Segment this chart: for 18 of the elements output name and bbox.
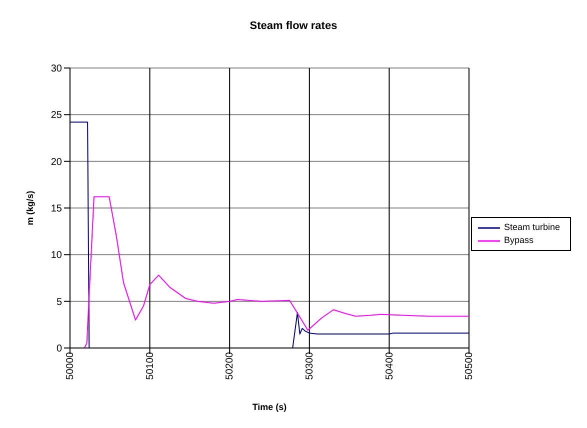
x-tick-label: 50300 [304,352,316,380]
x-tick-label: 50400 [384,352,396,380]
legend-label: Steam turbine [504,221,560,234]
legend-label: Bypass [504,234,534,247]
y-tick-label: 25 [50,110,62,122]
y-axis-title: m (kg/s) [25,190,36,226]
y-tick-label: 5 [56,296,62,308]
y-tick-label: 30 [50,64,62,75]
x-axis-title: Time (s) [252,402,287,412]
chart-title: Steam flow rates [248,19,338,34]
y-tick-label: 20 [50,156,62,168]
x-tick-label: 50200 [224,352,236,380]
x-tick-label: 50000 [65,352,76,380]
y-tick-label: 0 [56,344,62,355]
x-tick-label: 50100 [144,352,156,380]
x-tick-label: 50500 [464,352,476,380]
y-tick-label: 10 [50,250,62,262]
y-tick-label: 15 [50,204,62,215]
